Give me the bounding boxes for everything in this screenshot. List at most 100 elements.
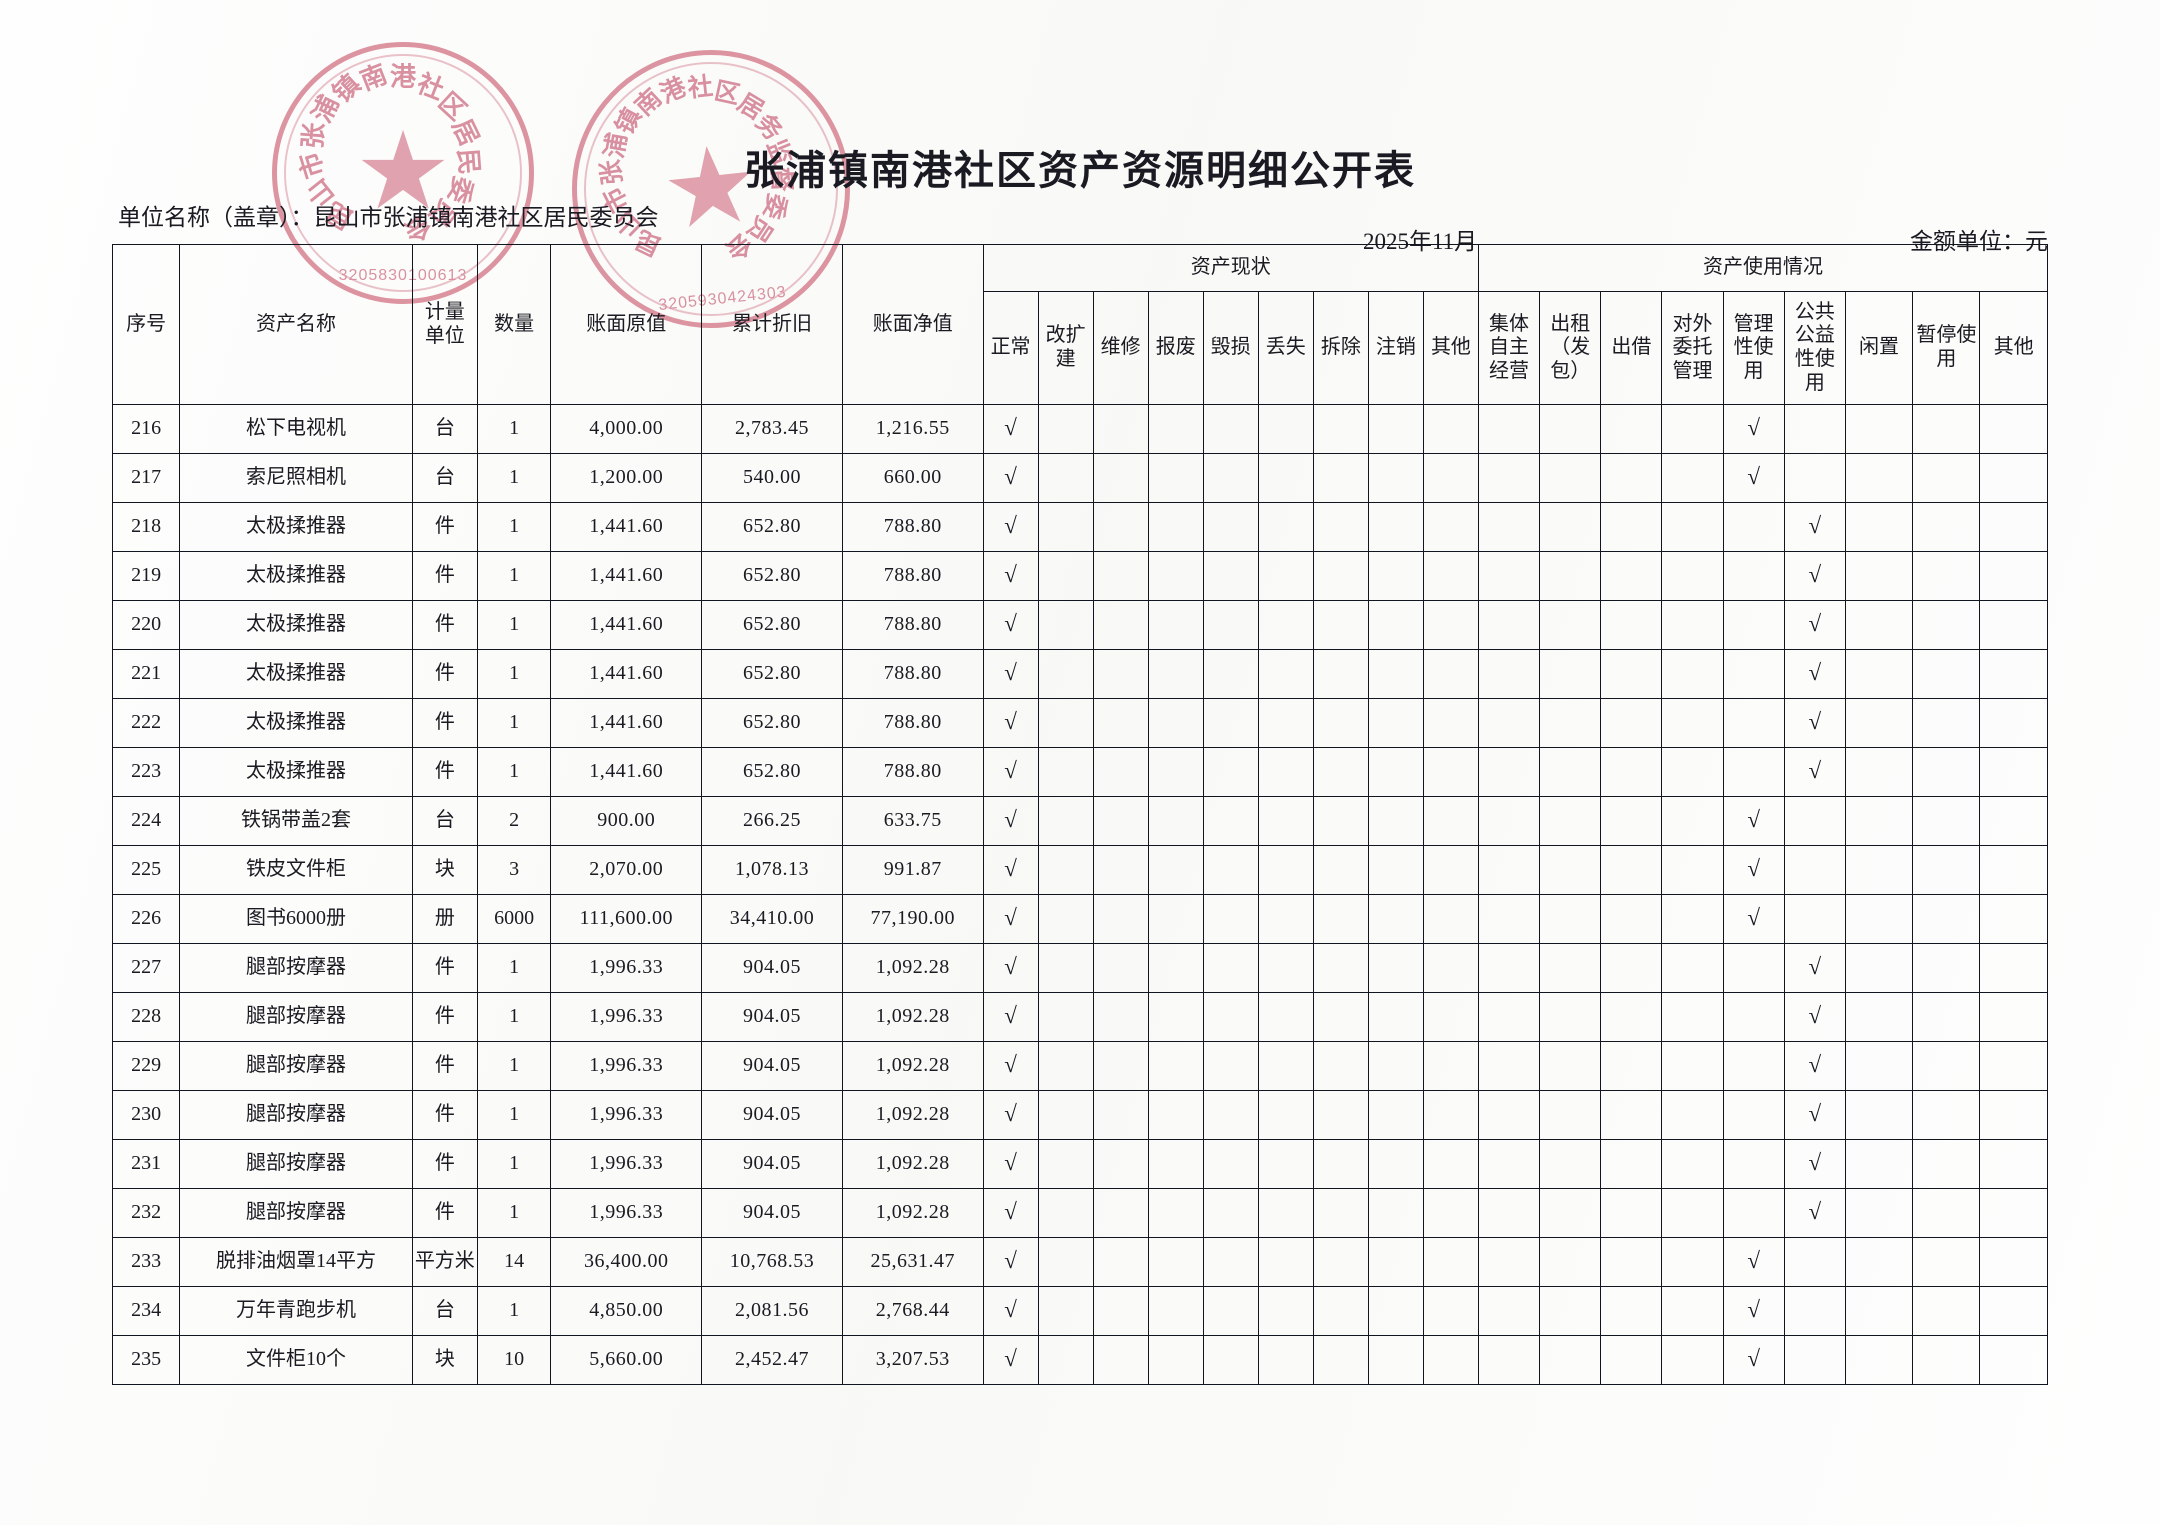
cell-usage-5 <box>1783 404 1846 454</box>
cell-status-3 <box>1147 1139 1204 1189</box>
cell-usage-3 <box>1661 649 1724 699</box>
cell-usage-8 <box>1979 600 2048 650</box>
cell-accumulated-depreciation: 2,783.45 <box>701 404 843 454</box>
cell-quantity: 1 <box>476 1286 552 1336</box>
col-header-usage-1: 出租（发包） <box>1539 291 1602 405</box>
cell-status-5 <box>1257 1335 1314 1385</box>
cell-net-value: 1,216.55 <box>841 404 984 454</box>
cell-usage-5 <box>1783 894 1846 944</box>
cell-usage-8 <box>1979 894 2048 944</box>
cell-status-3 <box>1147 1286 1204 1336</box>
cell-index: 218 <box>111 502 181 552</box>
cell-usage-2 <box>1600 404 1663 454</box>
cell-usage-2 <box>1600 1188 1663 1238</box>
table-row: 226 图书6000册册 6000 111,600.00 34,410.00 77,190… <box>111 894 2048 944</box>
cell-quantity: 1 <box>476 747 552 797</box>
cell-usage-2 <box>1600 747 1663 797</box>
cell-usage-0 <box>1477 1188 1541 1238</box>
cell-status-8 <box>1422 1041 1479 1091</box>
cell-usage-4: √ <box>1722 845 1785 895</box>
cell-index: 216 <box>111 404 181 454</box>
cell-status-6 <box>1312 404 1369 454</box>
table-row: 233 脱排油烟罩14平方 平方米 14 36,400.00 10,768.53 25,63… <box>111 1237 2048 1287</box>
cell-original-value: 36,400.00 <box>550 1237 703 1287</box>
cell-unit: 件 <box>411 649 478 699</box>
cell-status-0: √ <box>982 649 1039 699</box>
cell-usage-0 <box>1477 1041 1541 1091</box>
cell-status-4 <box>1202 1188 1259 1238</box>
cell-status-4 <box>1202 894 1259 944</box>
document-meta: 单位名称（盖章）：昆山市张浦镇南港社区居民委员会 2025年11月 金额单位：元 <box>118 198 2048 254</box>
cell-status-3 <box>1147 747 1204 797</box>
cell-usage-2 <box>1600 1139 1663 1189</box>
usage-col-label: 管理性使用 <box>1733 312 1774 382</box>
header-group-row: 序号 资产名称 计量单位 数量 账面原值 累计折旧 账面净值 资产现状 资产使用… <box>111 244 2049 405</box>
cell-status-1 <box>1037 747 1094 797</box>
cell-net-value: 1,092.28 <box>841 1139 984 1189</box>
cell-usage-6 <box>1844 894 1914 944</box>
col-header-usage-7: 暂停使用 <box>1912 291 1981 405</box>
cell-status-2 <box>1092 1286 1149 1336</box>
table-row: 225 铁皮文件柜块 3 2,070.00 1,078.13 991.87 √ √ <box>111 845 2048 895</box>
cell-quantity: 6000 <box>476 894 552 944</box>
cell-status-7 <box>1367 502 1424 552</box>
cell-usage-6 <box>1844 502 1914 552</box>
cell-usage-3 <box>1661 894 1724 944</box>
cell-usage-3 <box>1661 1041 1724 1091</box>
cell-accumulated-depreciation: 652.80 <box>701 698 843 748</box>
cell-asset-name: 铁锅带盖2套 <box>179 796 413 846</box>
cell-index: 220 <box>111 600 181 650</box>
cell-usage-4 <box>1722 992 1785 1042</box>
cell-usage-8 <box>1979 796 2048 846</box>
cell-accumulated-depreciation: 34,410.00 <box>701 894 843 944</box>
cell-status-0: √ <box>982 1188 1039 1238</box>
col-header-usage-3: 对外委托管理 <box>1661 291 1724 405</box>
cell-asset-name: 脱排油烟罩14平方 <box>179 1237 413 1287</box>
cell-usage-3 <box>1661 698 1724 748</box>
cell-usage-7 <box>1912 1090 1981 1140</box>
cell-status-4 <box>1202 992 1259 1042</box>
usage-col-label: 闲置 <box>1859 336 1900 359</box>
cell-status-3 <box>1147 894 1204 944</box>
cell-unit: 台 <box>411 1286 478 1336</box>
cell-net-value: 2,768.44 <box>841 1286 984 1336</box>
cell-quantity: 1 <box>476 404 552 454</box>
cell-status-1 <box>1037 600 1094 650</box>
cell-quantity: 1 <box>476 1041 552 1091</box>
cell-status-7 <box>1367 796 1424 846</box>
cell-status-8 <box>1422 1090 1479 1140</box>
cell-asset-name: 腿部按摩器 <box>179 1090 413 1140</box>
cell-index: 228 <box>111 992 181 1042</box>
check-mark-icon: √ <box>1747 807 1760 833</box>
cell-usage-6 <box>1844 1286 1914 1336</box>
cell-usage-0 <box>1477 894 1541 944</box>
cell-unit: 件 <box>411 992 478 1042</box>
cell-accumulated-depreciation: 904.05 <box>701 943 843 993</box>
cell-asset-name: 文件柜10个 <box>179 1335 413 1385</box>
cell-usage-4: √ <box>1722 453 1785 503</box>
cell-usage-8 <box>1979 649 2048 699</box>
cell-usage-1 <box>1539 943 1602 993</box>
cell-status-7 <box>1367 551 1424 601</box>
cell-accumulated-depreciation: 904.05 <box>701 1090 843 1140</box>
check-mark-icon: √ <box>1747 856 1760 882</box>
cell-status-2 <box>1092 649 1149 699</box>
cell-usage-0 <box>1477 943 1541 993</box>
cell-status-5 <box>1257 649 1314 699</box>
cell-unit: 台 <box>411 404 478 454</box>
cell-status-5 <box>1257 845 1314 895</box>
cell-status-4 <box>1202 943 1259 993</box>
cell-status-5 <box>1257 1188 1314 1238</box>
cell-usage-3 <box>1661 600 1724 650</box>
cell-accumulated-depreciation: 652.80 <box>701 551 843 601</box>
cell-asset-name: 太极揉推器 <box>179 698 413 748</box>
cell-usage-6 <box>1844 747 1914 797</box>
status-col-label: 其他 <box>1430 336 1471 359</box>
cell-usage-7 <box>1912 943 1981 993</box>
cell-net-value: 3,207.53 <box>841 1335 984 1385</box>
cell-usage-0 <box>1477 502 1541 552</box>
cell-status-1 <box>1037 943 1094 993</box>
cell-unit: 件 <box>411 1139 478 1189</box>
cell-usage-4: √ <box>1722 1237 1785 1287</box>
cell-usage-6 <box>1844 992 1914 1042</box>
